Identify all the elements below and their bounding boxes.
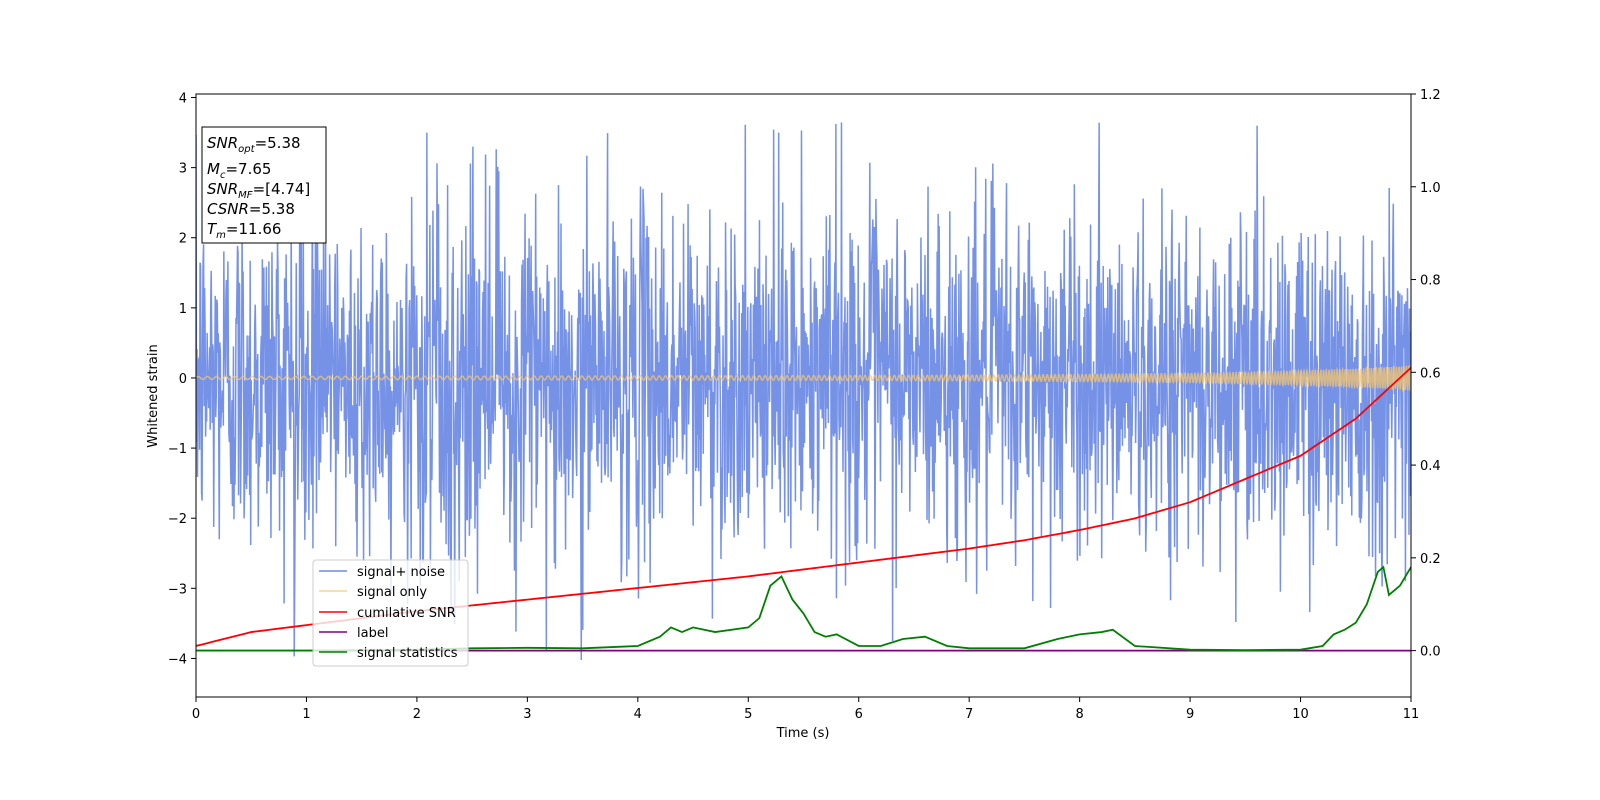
y2-tick-label: 0.0 xyxy=(1420,645,1441,660)
y-tick-label: −1 xyxy=(168,442,187,457)
y-tick-label: 4 xyxy=(179,92,187,107)
signal-statistics-line xyxy=(196,565,1411,652)
y2-tick-label: 0.8 xyxy=(1420,274,1441,289)
tm-text: Tm=11.66 xyxy=(207,220,281,241)
x-tick-label: 1 xyxy=(302,707,310,722)
y-tick-label: 0 xyxy=(179,372,187,387)
x-tick-label: 5 xyxy=(744,707,752,722)
y-tick-label: −4 xyxy=(168,652,187,667)
x-tick-label: 7 xyxy=(965,707,973,722)
y2-tick-label: 0.6 xyxy=(1420,366,1441,381)
y-tick-label: 1 xyxy=(179,302,187,317)
x-tick-label: 2 xyxy=(413,707,421,722)
plot-frame xyxy=(195,93,1412,698)
legend: signal+ noise signal only cumilative SNR… xyxy=(312,559,469,667)
legend-label-signal-statistics: signal statistics xyxy=(357,646,458,661)
legend-label-signal-noise: signal+ noise xyxy=(357,565,445,580)
snr-mf-text: SNRMF=[4.74] xyxy=(207,180,310,201)
x-tick-label: 3 xyxy=(523,707,531,722)
x-tick-label: 4 xyxy=(634,707,642,722)
x-axis-label: Time (s) xyxy=(776,726,830,741)
y2-tick-label: 0.2 xyxy=(1420,552,1441,567)
stats-textbox: SNRopt=5.38 Mc=7.65 SNRMF=[4.74] CSNR=5.… xyxy=(201,126,327,244)
signal-statistics-series xyxy=(196,565,1411,652)
y2-tick-label: 1.0 xyxy=(1420,181,1441,196)
signal-only-series xyxy=(196,364,1411,393)
x-tick-label: 11 xyxy=(1403,707,1420,722)
x-axis-ticks: 0 1 2 3 4 5 6 7 8 9 10 11 xyxy=(192,697,1419,722)
legend-label-label: label xyxy=(357,626,388,641)
y2-tick-label: 1.2 xyxy=(1420,88,1441,103)
y-tick-label: 2 xyxy=(179,232,187,247)
y2-axis-ticks: 0.0 0.2 0.4 0.6 0.8 1.0 1.2 xyxy=(1411,88,1441,660)
legend-frame xyxy=(312,559,469,667)
mc-text: Mc=7.65 xyxy=(207,160,271,181)
y-tick-label: −3 xyxy=(168,582,187,597)
x-tick-label: 0 xyxy=(192,707,200,722)
legend-label-signal-only: signal only xyxy=(357,585,427,600)
snr-opt-text: SNRopt=5.38 xyxy=(207,134,301,155)
x-tick-label: 8 xyxy=(1075,707,1083,722)
y-tick-label: 3 xyxy=(179,162,187,177)
x-tick-label: 6 xyxy=(855,707,863,722)
stats-textbox-frame xyxy=(201,126,327,244)
x-tick-label: 10 xyxy=(1292,707,1309,722)
y2-tick-label: 0.4 xyxy=(1420,459,1441,474)
signal-noise-line xyxy=(196,122,1411,660)
signal-only-line xyxy=(196,364,1411,393)
y-axis-ticks: −4 −3 −2 −1 0 1 2 3 4 xyxy=(168,92,196,667)
legend-label-cumulative-snr: cumilative SNR xyxy=(357,606,456,621)
y-axis-label: Whitened strain xyxy=(146,344,161,447)
y-tick-label: −2 xyxy=(168,512,187,527)
x-tick-label: 9 xyxy=(1186,707,1194,722)
signal-noise-series xyxy=(196,122,1411,660)
csnr-text: CSNR=5.38 xyxy=(207,200,295,218)
